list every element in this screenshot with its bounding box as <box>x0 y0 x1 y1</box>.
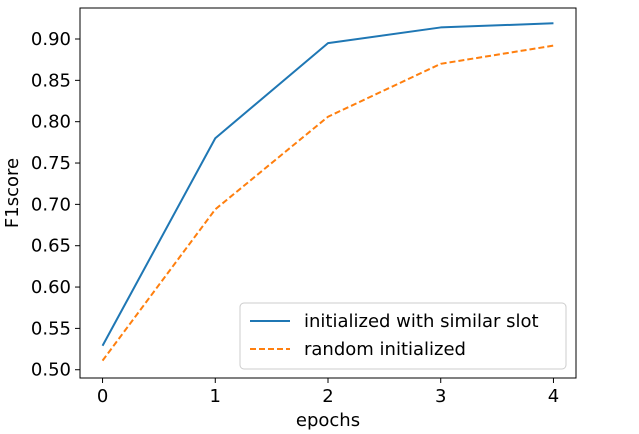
x-tick-label: 2 <box>322 386 333 407</box>
series-line-similar-slot <box>101 22 554 347</box>
y-tick-label: 0.55 <box>31 318 71 339</box>
y-tick-label: 0.50 <box>31 360 71 381</box>
y-tick-label: 0.80 <box>31 112 71 133</box>
series-layer <box>101 22 554 362</box>
x-axis: 0 1 2 3 4 <box>97 378 559 407</box>
y-axis-title: F1score <box>2 158 23 228</box>
legend-label-similar-slot: initialized with similar slot <box>304 311 539 332</box>
legend-label-random: random initialized <box>304 339 466 360</box>
y-tick-label: 0.70 <box>31 194 71 215</box>
x-tick-label: 1 <box>210 386 221 407</box>
legend-box <box>239 302 567 370</box>
x-tick-label: 4 <box>548 386 559 407</box>
x-tick-label: 0 <box>97 386 108 407</box>
series-line-random <box>101 44 554 362</box>
y-tick-label: 0.75 <box>31 153 71 174</box>
x-tick-label: 3 <box>435 386 446 407</box>
legend: initialized with similar slot random ini… <box>239 302 567 370</box>
y-tick-label: 0.85 <box>31 70 71 91</box>
y-tick-label: 0.90 <box>31 29 71 50</box>
x-axis-title: epochs <box>296 410 360 430</box>
y-tick-label: 0.60 <box>31 277 71 298</box>
y-tick-label: 0.65 <box>31 236 71 257</box>
y-axis: 0.50 0.55 0.60 0.65 0.70 0.75 0.80 0.85 0.90 <box>31 29 80 381</box>
